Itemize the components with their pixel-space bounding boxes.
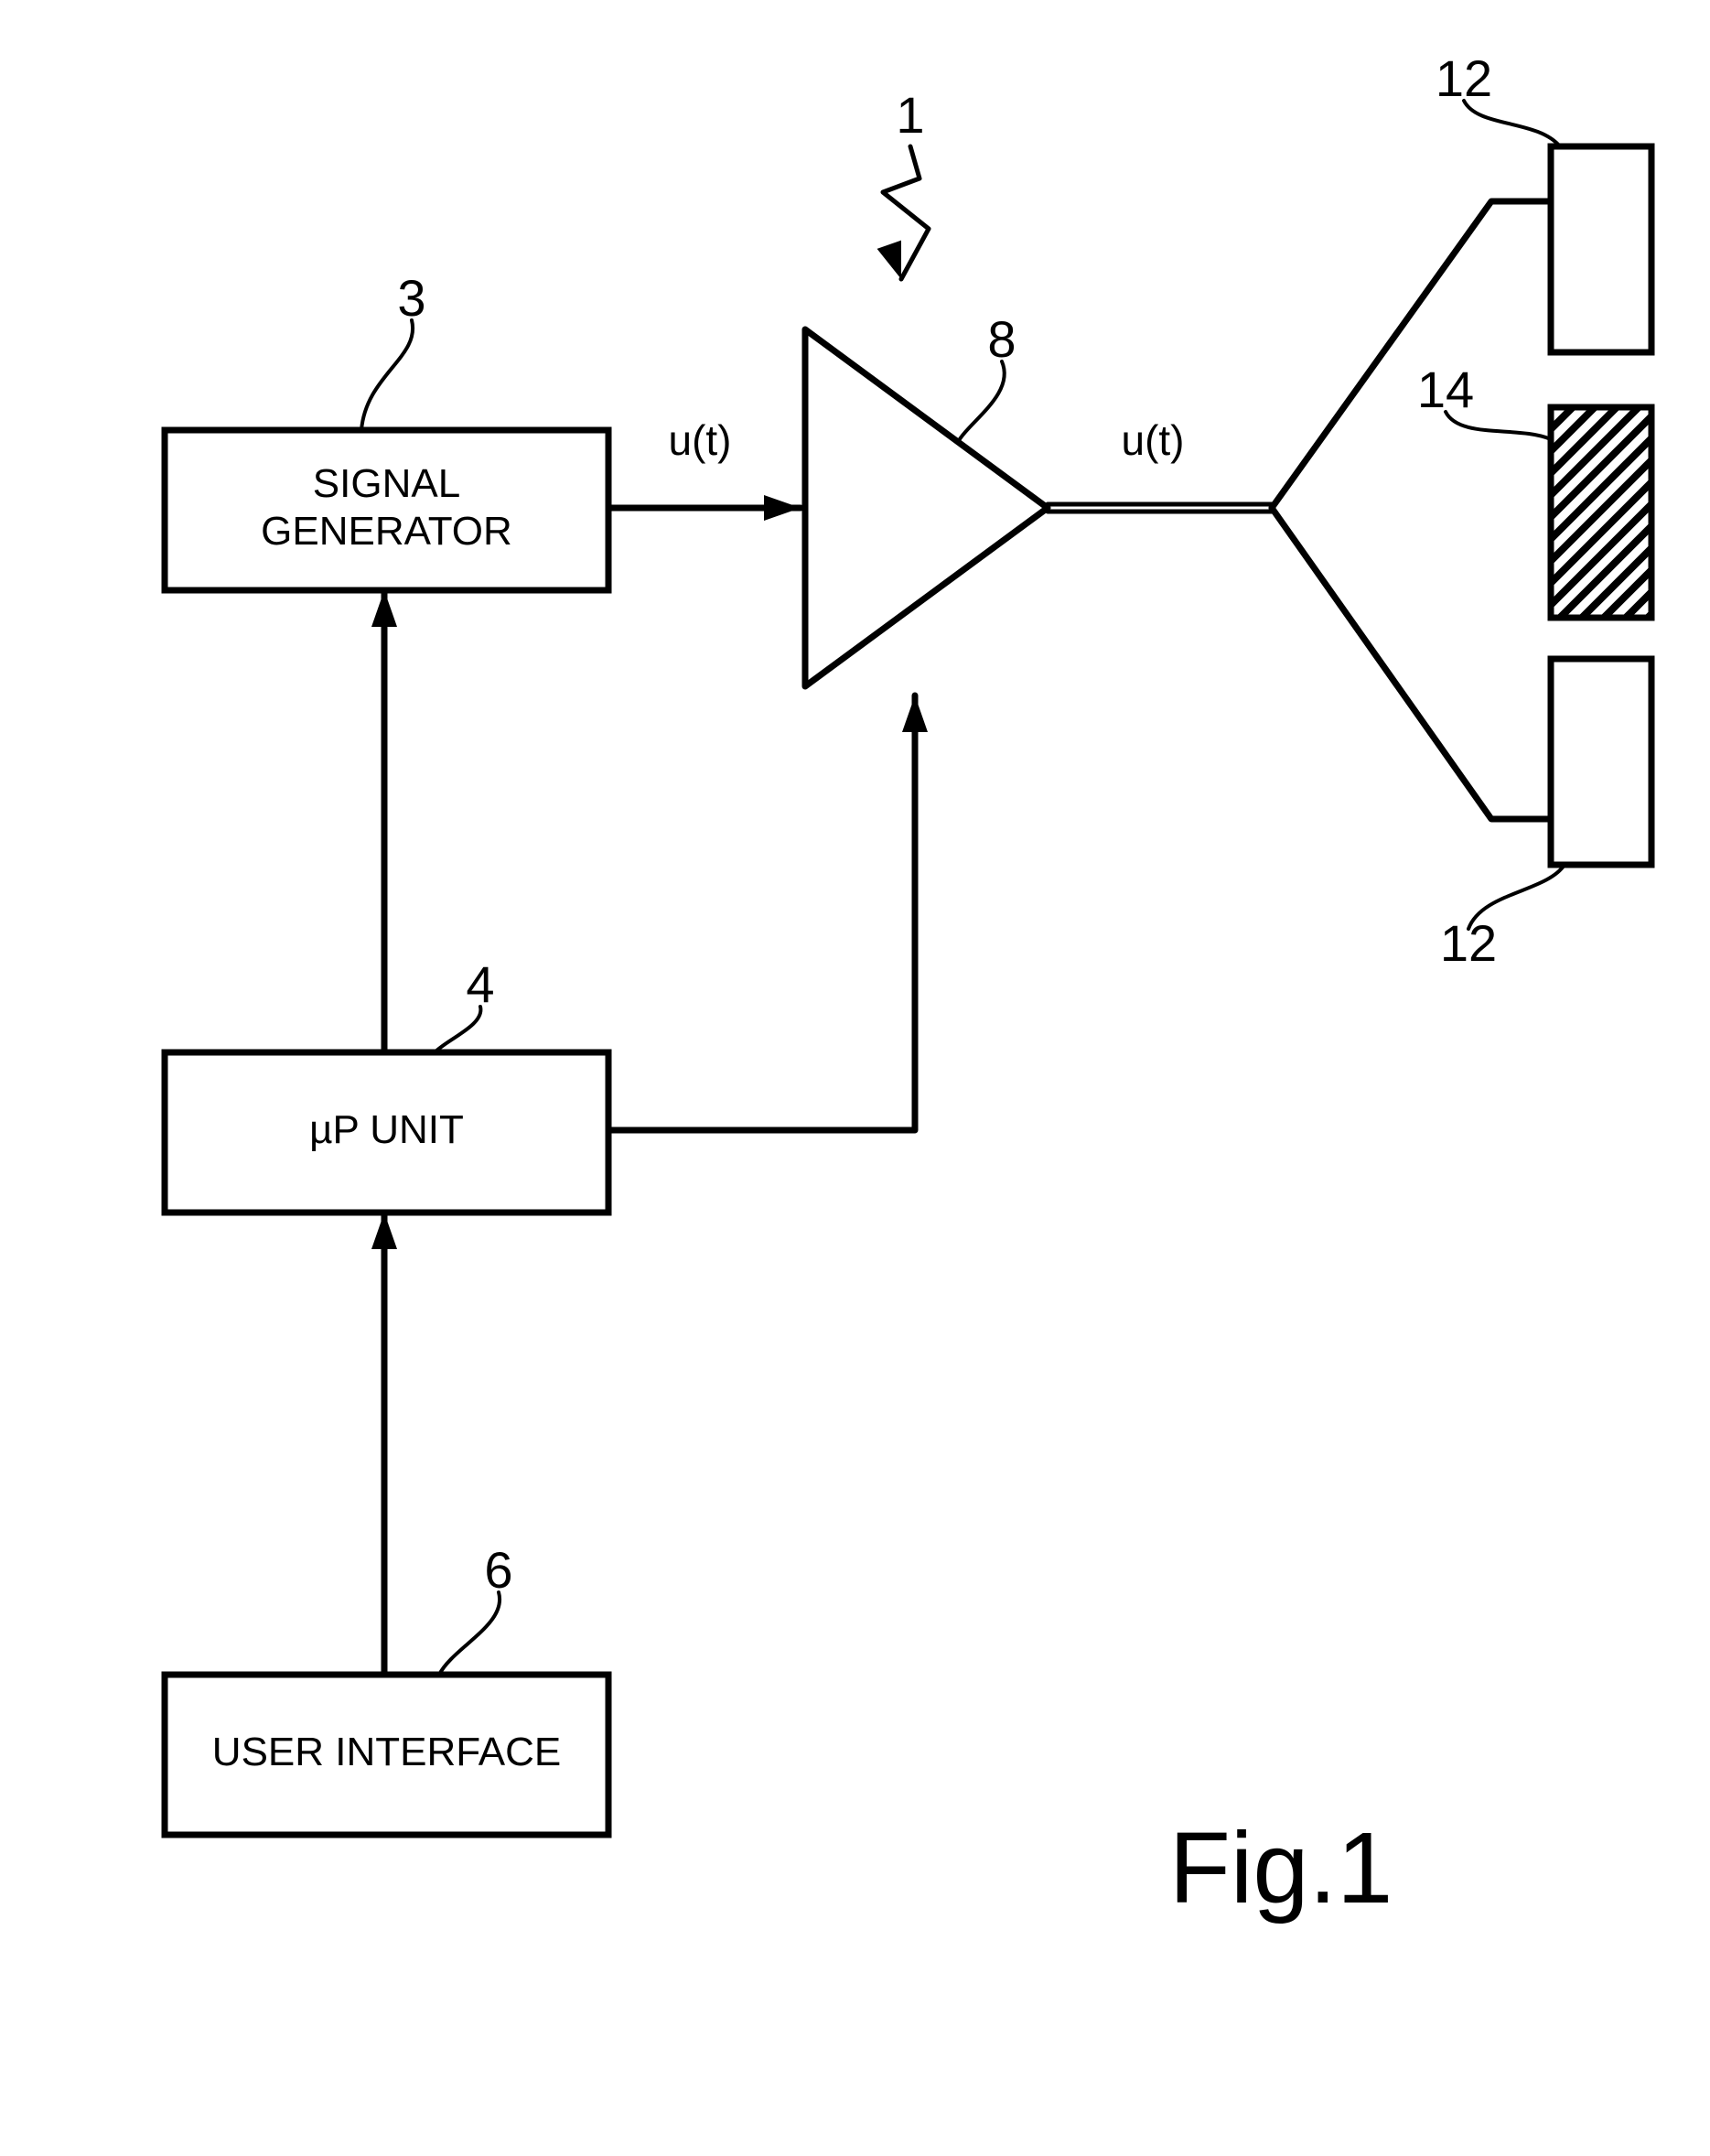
- user_interface-ref: 6: [484, 1541, 512, 1599]
- electrode-upper-ref: 12: [1436, 49, 1492, 107]
- user_interface-ref-leader: [439, 1592, 500, 1675]
- signal_generator-label-2: GENERATOR: [261, 509, 512, 554]
- signal_generator-label-1: SIGNAL: [313, 461, 460, 506]
- electrode-lower: [1551, 659, 1651, 865]
- figure-label: Fig.1: [1169, 1812, 1393, 1924]
- mp_unit-label: µP UNIT: [309, 1107, 464, 1152]
- fork-lower: [1272, 508, 1551, 819]
- sample-ref: 14: [1417, 361, 1474, 418]
- mp-to-amp: [608, 695, 915, 1130]
- fork-upper: [1272, 201, 1551, 508]
- amplifier: [805, 329, 1048, 686]
- electrode-upper: [1551, 146, 1651, 352]
- electrode-upper-ref-leader: [1464, 101, 1560, 146]
- diagram-canvas: SIGNALGENERATOR 3 µP UNIT 4 USER INTERFACE 6 u…: [0, 0, 1710, 2156]
- electrode-lower-ref: 12: [1440, 914, 1497, 972]
- amp-out-label: u(t): [1122, 416, 1185, 464]
- amp-ref-leader: [958, 361, 1005, 442]
- signal_generator-ref: 3: [397, 269, 425, 327]
- mp_unit-ref-leader: [435, 1007, 480, 1052]
- mp_unit-ref: 4: [466, 955, 494, 1013]
- diagram-layer: SIGNALGENERATOR 3 µP UNIT 4 USER INTERFACE 6 u…: [165, 49, 1710, 1924]
- siggen-to-amp-label: u(t): [669, 416, 732, 464]
- amp-ref: 8: [987, 310, 1016, 368]
- system-ref: 1: [896, 86, 924, 144]
- signal_generator-ref-leader: [361, 320, 413, 430]
- user_interface-label: USER INTERFACE: [212, 1730, 561, 1774]
